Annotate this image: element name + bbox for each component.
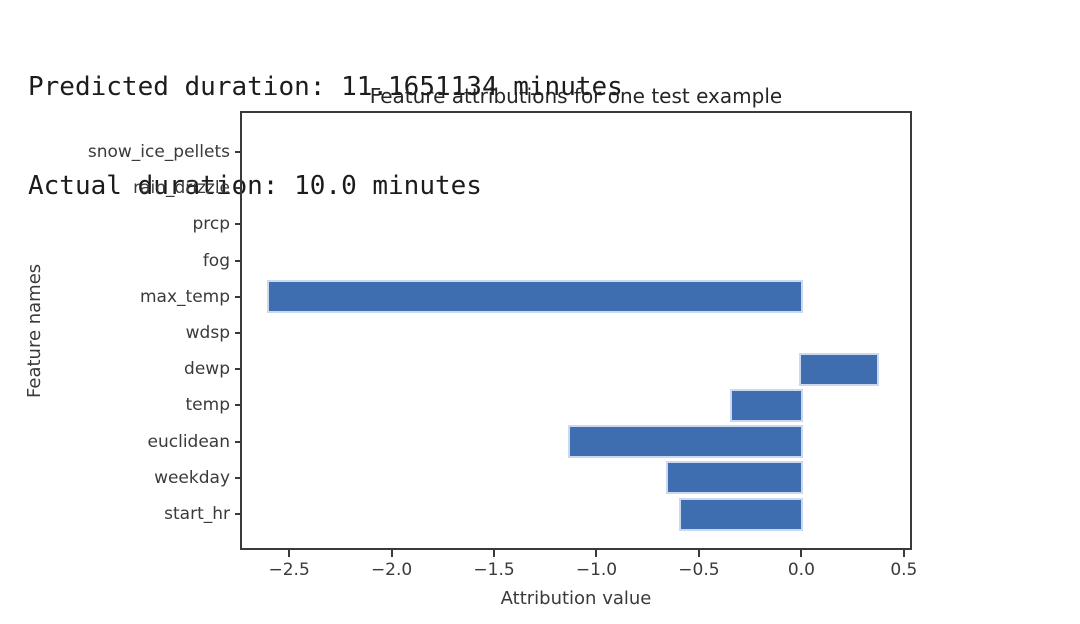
predicted-duration-text: Predicted duration: 11.1651134 minutes	[28, 72, 623, 102]
y-tick-label-start_hr: start_hr	[164, 504, 230, 524]
plot-area	[240, 111, 912, 550]
plot-inner	[242, 113, 910, 548]
x-tick-label: −1.5	[473, 560, 515, 580]
y-tick-mark	[235, 295, 242, 298]
y-tick-label-dewp: dewp	[184, 359, 230, 380]
x-axis-label: Attribution value	[500, 588, 652, 609]
console-output: Predicted duration: 11.1651134 minutes A…	[28, 5, 623, 269]
y-tick-label-snow_ice_pellets: snow_ice_pellets	[87, 142, 230, 162]
y-tick-mark	[235, 368, 242, 371]
bar-temp	[729, 388, 804, 422]
y-tick-label-euclidean: euclidean	[147, 431, 230, 452]
bar-weekday	[666, 461, 804, 495]
bar-start_hr	[678, 497, 804, 531]
bar-dewp	[799, 352, 880, 386]
x-tick-label: 0.0	[787, 560, 815, 580]
bar-euclidean	[567, 425, 804, 459]
x-tick-mark	[390, 550, 393, 557]
x-tick-label: 0.5	[890, 560, 918, 580]
y-tick-mark	[235, 332, 242, 334]
y-tick-mark	[235, 151, 242, 153]
x-tick-mark	[493, 550, 496, 557]
y-tick-mark	[235, 476, 242, 479]
y-tick-mark	[235, 223, 242, 226]
y-tick-mark	[235, 259, 242, 262]
y-tick-label-temp: temp	[185, 395, 230, 416]
y-tick-mark	[235, 513, 242, 515]
bar-max_temp	[266, 280, 804, 314]
x-tick-mark	[902, 550, 905, 557]
y-tick-label-fog: fog	[202, 250, 230, 271]
x-tick-label: −2.0	[370, 560, 413, 580]
y-tick-label-prcp: prcp	[192, 214, 230, 235]
y-tick-mark	[235, 440, 242, 443]
x-tick-mark	[595, 550, 598, 557]
y-tick-label-rain_drizzle: rain_drizzle	[133, 178, 230, 199]
y-tick-mark	[235, 187, 242, 190]
y-tick-label-max_temp: max_temp	[139, 286, 230, 307]
y-tick-label-wdsp: wdsp	[185, 323, 230, 343]
x-tick-label: −1.0	[575, 560, 618, 580]
x-tick-mark	[800, 550, 803, 557]
y-tick-label-weekday: weekday	[154, 467, 230, 488]
x-tick-label: −2.5	[268, 560, 310, 580]
x-tick-label: −0.5	[678, 560, 720, 580]
y-tick-mark	[235, 404, 242, 407]
x-tick-mark	[288, 550, 291, 557]
chart-title: Feature attributions for one test exampl…	[369, 84, 783, 108]
x-tick-mark	[697, 550, 700, 557]
actual-duration-text: Actual duration: 10.0 minutes	[28, 171, 482, 201]
